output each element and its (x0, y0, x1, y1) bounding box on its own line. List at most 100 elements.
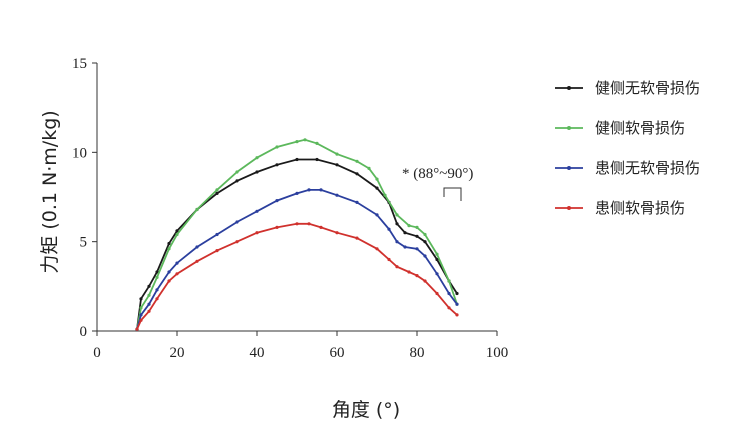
data-point (275, 145, 279, 149)
series-4 (135, 222, 459, 331)
data-point (423, 254, 427, 258)
data-point (383, 193, 387, 197)
data-point (175, 261, 179, 265)
data-point (447, 291, 451, 296)
data-point (387, 257, 391, 262)
data-point (307, 222, 311, 226)
data-point (395, 240, 399, 244)
y-tick-label: 5 (80, 235, 88, 251)
legend-label: 患侧软骨损伤 (595, 199, 685, 217)
series-3 (135, 188, 459, 331)
data-point (235, 179, 239, 183)
data-point (375, 186, 379, 190)
series-line (136, 222, 458, 330)
data-point (139, 313, 143, 317)
data-point (423, 232, 427, 237)
data-point (175, 232, 179, 237)
series-layer (135, 138, 459, 331)
data-point (135, 327, 139, 331)
data-point (255, 209, 259, 213)
legend-item: 患侧无软骨损伤 (555, 159, 700, 177)
data-point (235, 170, 239, 174)
series-2 (135, 138, 459, 331)
data-point (215, 232, 219, 237)
legend-label: 患侧无软骨损伤 (595, 159, 700, 177)
data-point (335, 152, 339, 156)
x-axis-title: 角度 (°) (332, 399, 400, 421)
series-line (136, 158, 458, 330)
data-point (139, 306, 143, 310)
legend-item: 健侧无软骨损伤 (555, 79, 700, 97)
legend-item: 健侧软骨损伤 (555, 119, 685, 137)
data-point (355, 159, 359, 163)
significance-bracket (443, 187, 462, 201)
data-point (295, 191, 299, 195)
y-tick-label: 0 (80, 324, 88, 340)
legend-marker (567, 206, 571, 210)
data-point (147, 309, 151, 313)
data-point (155, 288, 159, 292)
y-ticks: 0 5 10 15 (72, 56, 97, 340)
x-tick-label: 60 (330, 345, 345, 361)
y-axis-title: 力矩 (0.1 N·m/kg) (39, 110, 61, 273)
data-point (415, 247, 419, 251)
data-point (435, 291, 439, 296)
x-tick-label: 0 (93, 345, 101, 361)
x-tick-label: 20 (170, 345, 185, 361)
data-point (235, 220, 239, 224)
data-point (319, 225, 323, 229)
data-point (195, 245, 199, 249)
data-point (315, 141, 319, 145)
data-point (407, 270, 411, 274)
data-point (395, 213, 399, 217)
data-point (139, 318, 143, 322)
x-tick-label: 100 (486, 345, 509, 361)
data-point (455, 302, 459, 306)
data-point (447, 306, 451, 310)
data-point (155, 270, 159, 274)
data-point (319, 188, 323, 192)
data-point (147, 302, 151, 306)
data-point (423, 240, 427, 244)
data-point (255, 231, 259, 235)
data-point (139, 297, 143, 301)
legend-marker (567, 166, 571, 170)
legend-marker (567, 86, 571, 90)
data-point (455, 291, 459, 296)
data-point (375, 213, 379, 217)
data-point (403, 245, 407, 249)
data-point (435, 257, 439, 262)
data-point (195, 207, 199, 212)
data-point (215, 191, 219, 195)
data-point (275, 225, 279, 229)
data-point (455, 313, 459, 317)
data-point (387, 227, 391, 231)
data-point (335, 163, 339, 167)
data-point (147, 284, 151, 288)
data-point (335, 193, 339, 197)
significance-annotation: * (88°~90°) (402, 166, 473, 182)
data-point (167, 270, 171, 274)
data-point (303, 138, 307, 142)
data-point (275, 199, 279, 203)
data-point (355, 200, 359, 204)
series-1 (135, 157, 459, 331)
legend-label: 健侧软骨损伤 (595, 119, 685, 137)
data-point (155, 297, 159, 301)
data-point (167, 247, 171, 251)
data-point (315, 157, 319, 162)
data-point (335, 231, 339, 235)
legend-item: 患侧软骨损伤 (555, 199, 685, 217)
data-point (447, 279, 451, 283)
data-point (175, 229, 179, 233)
data-point (255, 156, 259, 160)
data-point (295, 222, 299, 226)
x-ticks: 0 20 40 60 80 100 (93, 331, 508, 361)
series-line (136, 189, 458, 330)
data-point (147, 293, 151, 297)
data-point (355, 172, 359, 176)
data-point (375, 177, 379, 181)
data-point (435, 272, 439, 276)
data-point (355, 236, 359, 240)
